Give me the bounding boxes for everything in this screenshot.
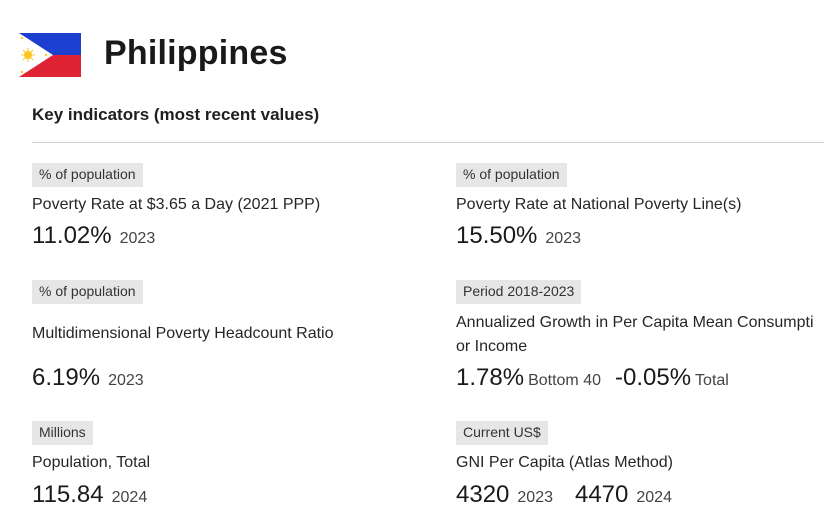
- indicator-year: 2023: [545, 230, 581, 247]
- indicator-year: 2024: [111, 489, 148, 506]
- indicator-value-row: 15.50% 2023: [456, 222, 581, 250]
- philippines-flag-icon: [19, 33, 81, 77]
- indicator-year: 2024: [636, 489, 672, 506]
- indicator-value: -0.05%: [615, 364, 692, 391]
- page-title: Philippines: [104, 34, 288, 72]
- indicator-value-row: 115.84 2024: [32, 481, 147, 509]
- unit-badge: % of population: [32, 280, 143, 304]
- indicator-label[interactable]: Poverty Rate at National Poverty Line(s): [456, 196, 742, 213]
- indicator-label[interactable]: Poverty Rate at $3.65 a Day (2021 PPP): [32, 196, 321, 213]
- indicator-value-row: 4320 2023 4470 2024: [456, 481, 672, 509]
- indicator-subgroup: Total: [695, 372, 729, 389]
- indicator-value-row: 6.19% 2023: [32, 364, 144, 392]
- indicator-subgroup: Bottom 40: [528, 372, 601, 389]
- indicator-label[interactable]: GNI Per Capita (Atlas Method): [456, 454, 673, 471]
- indicator-value: 4320: [456, 481, 510, 508]
- indicator-label[interactable]: Annualized Growth in Per Capita Mean Con…: [456, 314, 814, 331]
- indicator-value: 11.02%: [32, 222, 112, 249]
- divider: [32, 142, 824, 143]
- unit-badge: Current US$: [456, 421, 548, 445]
- indicator-year: 2023: [108, 372, 144, 389]
- indicator-label-continued[interactable]: or Income: [456, 338, 528, 355]
- indicator-value: 115.84: [32, 481, 104, 508]
- indicator-label[interactable]: Population, Total: [32, 454, 151, 471]
- indicator-value-row: 11.02% 2023: [32, 222, 155, 250]
- period-badge: Period 2018-2023: [456, 280, 582, 304]
- unit-badge: Millions: [32, 421, 93, 445]
- indicator-label[interactable]: Multidimensional Poverty Headcount Ratio: [32, 325, 334, 342]
- indicator-value: 1.78%: [456, 364, 525, 391]
- section-heading: Key indicators (most recent values): [32, 105, 320, 124]
- unit-badge: % of population: [456, 163, 567, 187]
- unit-badge: % of population: [32, 163, 143, 187]
- indicator-year: 2023: [119, 230, 156, 247]
- indicator-value-row: 1.78% Bottom 40 -0.05% Total: [456, 364, 729, 392]
- indicator-value: 4470: [574, 481, 629, 508]
- indicator-year: 2023: [517, 489, 553, 506]
- indicator-value: 15.50%: [456, 222, 538, 249]
- indicator-value: 6.19%: [32, 364, 101, 391]
